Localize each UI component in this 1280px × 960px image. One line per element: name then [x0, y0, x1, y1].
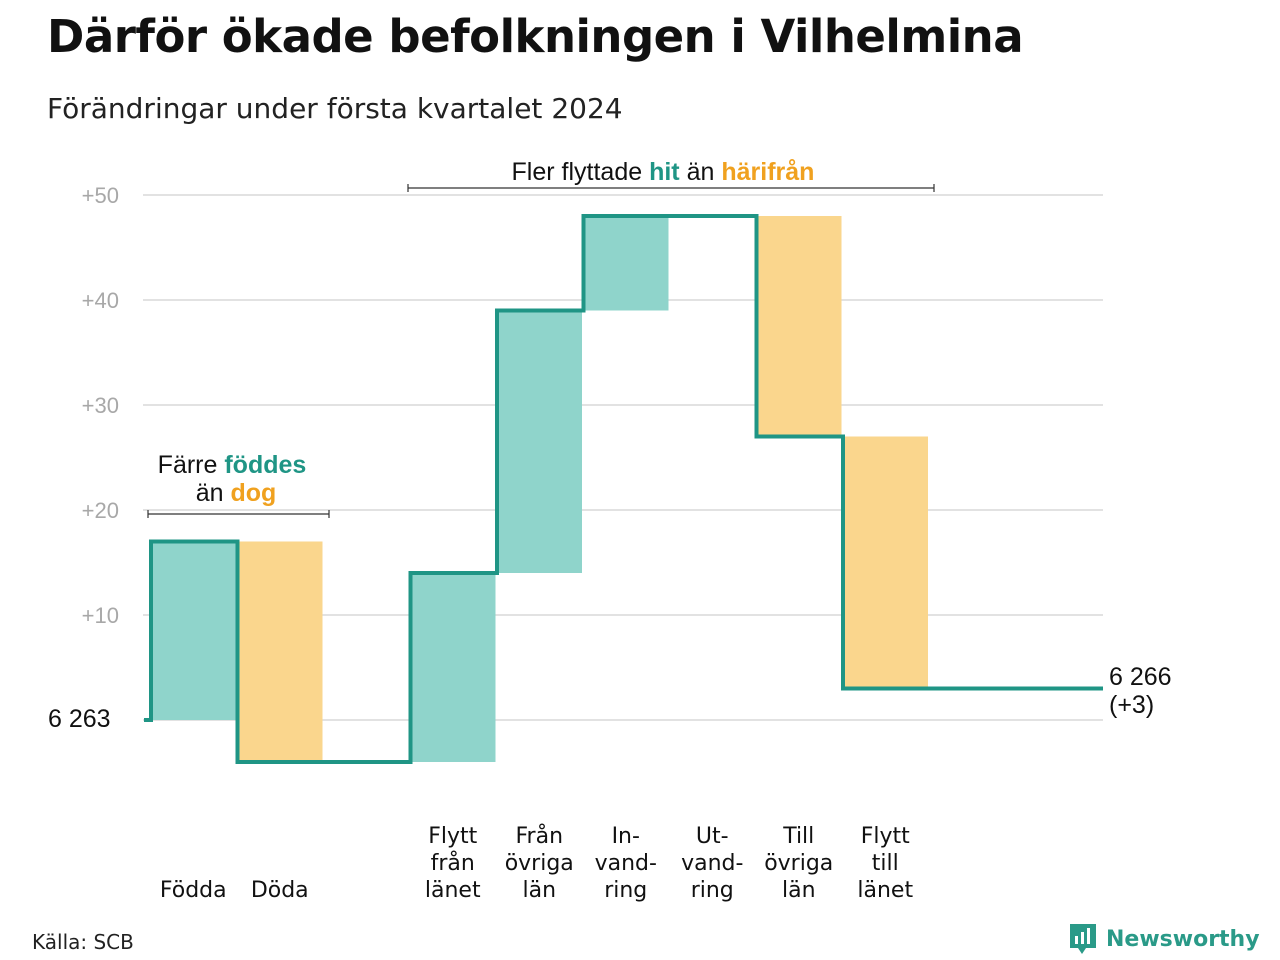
start-value-label: 6 263 — [48, 705, 111, 733]
running-total-line — [144, 214, 1103, 764]
migration-annotation: Fler flyttade hit än härifrån — [407, 158, 935, 192]
x-tick-label: övriga — [505, 851, 574, 876]
bar — [756, 216, 842, 437]
svg-text:Färre föddes: Färre föddes — [158, 451, 307, 479]
births-deaths-bracket — [147, 510, 330, 518]
x-tick-label: Flytt — [428, 824, 477, 849]
x-axis-labels: Födda DödaFlyttfrånlänetFrånövrigalänIn-v… — [160, 823, 914, 903]
end-value: 6 266 — [1109, 663, 1172, 691]
x-tick-label: Födda — [160, 878, 227, 903]
y-tick-label: +40 — [82, 288, 119, 313]
svg-text:än dog: än dog — [196, 479, 277, 507]
x-tick-label: vand- — [595, 851, 657, 876]
x-tick-label: från — [431, 850, 475, 876]
x-tick-label: ring — [604, 878, 647, 903]
svg-text:Fler flyttade hit än härifrån: Fler flyttade hit än härifrån — [512, 158, 815, 186]
migration-bracket — [407, 184, 935, 192]
y-axis-ticks: +10 +20 +30 +40 +50 — [82, 183, 119, 628]
bar — [151, 541, 236, 720]
anno-births-text-a: Färre — [158, 451, 218, 479]
anno-deaths-text-a: än — [196, 479, 224, 507]
x-tick-label: Döda — [251, 878, 309, 903]
y-tick-label: +50 — [82, 183, 119, 208]
y-tick-label: +20 — [82, 498, 119, 523]
x-tick-label: länet — [425, 878, 481, 903]
bar — [410, 573, 496, 762]
anno-births-highlight: föddes — [224, 451, 306, 479]
y-tick-label: +10 — [82, 603, 119, 628]
x-tick-label: In- — [612, 824, 640, 849]
bar — [583, 216, 669, 311]
waterfall-chart: +10 +20 +30 +40 +50 6 263 6 266 (+3) Färre f… — [48, 158, 1172, 903]
anno-migration-harifran: härifrån — [721, 158, 814, 186]
end-change: (+3) — [1109, 691, 1154, 719]
bar — [843, 436, 928, 689]
source-note: Källa: SCB — [32, 930, 134, 954]
brand-name: Newsworthy — [1106, 926, 1260, 952]
x-tick-label: vand- — [681, 851, 743, 876]
x-tick-label: Från — [515, 823, 563, 849]
births-deaths-annotation: Färre föddes än dog — [147, 451, 330, 518]
x-tick-label: ring — [691, 878, 734, 903]
chart-subtitle: Förändringar under första kvartalet 2024 — [47, 92, 623, 125]
x-tick-label: län — [782, 878, 816, 903]
bar — [497, 310, 582, 573]
anno-migration-text-a: Fler flyttade — [512, 158, 643, 186]
anno-deaths-highlight: dog — [230, 479, 276, 507]
x-tick-label: övriga — [764, 851, 833, 876]
end-value-label: 6 266 (+3) — [1109, 663, 1172, 719]
y-tick-label: +30 — [82, 393, 119, 418]
anno-migration-text-c: än — [687, 158, 715, 186]
bar — [237, 541, 323, 762]
newsworthy-logo-icon — [1070, 924, 1096, 954]
x-tick-label: Flytt — [861, 824, 910, 849]
x-tick-label: Ut- — [696, 824, 729, 849]
bars — [151, 216, 928, 762]
x-tick-label: Till — [782, 824, 814, 849]
x-tick-label: länet — [857, 878, 913, 903]
brand: Newsworthy — [1068, 922, 1260, 956]
anno-migration-hit: hit — [649, 158, 680, 186]
x-tick-label: län — [522, 878, 556, 903]
x-tick-label: till — [872, 851, 899, 876]
chart-title: Därför ökade befolkningen i Vilhelmina — [47, 10, 1024, 63]
